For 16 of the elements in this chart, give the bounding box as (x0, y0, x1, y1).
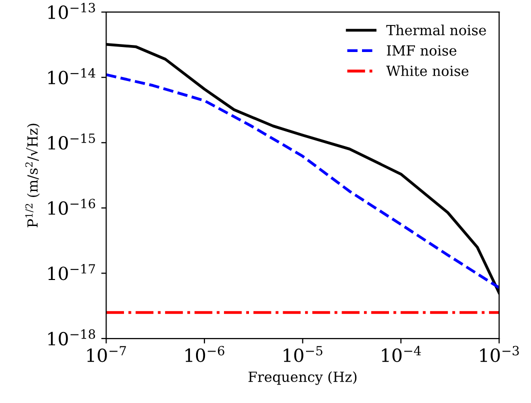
y-tick-label: 10$^{−13}$ (48, 2, 95, 20)
x-tick-label: 10$^{−3}$ (480, 346, 519, 362)
x-tick-label: 10$^{−7}$ (87, 346, 126, 362)
x-tick-label: 10$^{−5}$ (284, 346, 322, 362)
y-tick-label: 10$^{−15}$ (48, 133, 95, 150)
legend-label: Thermal noise (386, 24, 486, 36)
y-tick-label: 10$^{−18}$ (48, 329, 96, 346)
y-tick-label: 10$^{−14}$ (48, 68, 96, 84)
legend-label: White noise (386, 65, 468, 76)
x-tick-label: 10$^{−4}$ (382, 346, 421, 362)
y-tick-label: 10$^{−17}$ (48, 264, 95, 280)
x-tick-label: 10$^{−6}$ (186, 346, 224, 362)
legend-label: IMF noise (386, 45, 456, 56)
y-tick-label: 10$^{−16}$ (48, 198, 96, 215)
y-axis-title: P$^{1/2}$ (m/s$^{2}$/√Hz) (25, 124, 40, 228)
x-axis-title: Frequency (Hz) (248, 371, 356, 385)
